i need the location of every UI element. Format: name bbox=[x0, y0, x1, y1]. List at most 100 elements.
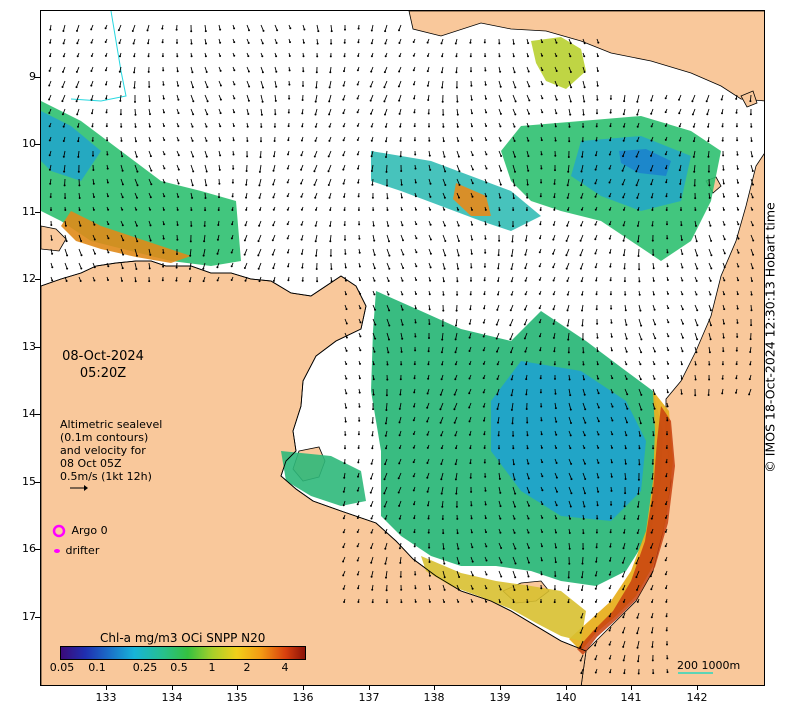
lon-tick bbox=[566, 686, 567, 690]
velocity-arrow-head bbox=[413, 97, 416, 100]
velocity-arrow-head bbox=[721, 125, 724, 128]
velocity-arrow bbox=[328, 178, 332, 186]
velocity-arrow-head bbox=[514, 576, 517, 579]
velocity-arrow bbox=[441, 486, 444, 494]
velocity-arrow-head bbox=[582, 125, 585, 128]
velocity-arrow-head bbox=[468, 433, 471, 436]
velocity-arrow-head bbox=[469, 55, 472, 58]
velocity-arrow-head bbox=[635, 576, 638, 579]
velocity-arrow-head bbox=[666, 643, 668, 646]
velocity-arrow-head bbox=[133, 86, 136, 89]
velocity-arrow bbox=[385, 402, 388, 411]
velocity-arrow-head bbox=[497, 421, 499, 424]
velocity-arrow-head bbox=[456, 125, 459, 128]
velocity-arrow-head bbox=[62, 155, 65, 158]
velocity-arrow-head bbox=[509, 324, 512, 327]
velocity-arrow-head bbox=[61, 113, 64, 116]
velocity-arrow-head bbox=[343, 601, 346, 603]
velocity-arrow-head bbox=[525, 209, 528, 211]
velocity-arrow-head bbox=[566, 184, 569, 187]
velocity-arrow-head bbox=[541, 97, 544, 100]
velocity-arrow-head bbox=[485, 111, 488, 114]
velocity-arrow-head bbox=[695, 351, 698, 354]
velocity-arrow-head bbox=[105, 97, 108, 100]
velocity-arrow-head bbox=[232, 153, 235, 156]
map-canvas[interactable] bbox=[41, 11, 765, 686]
velocity-arrow-head bbox=[471, 600, 474, 603]
velocity-arrow-head bbox=[510, 394, 513, 397]
velocity-arrow-head bbox=[356, 83, 359, 86]
map-frame[interactable] bbox=[40, 10, 765, 686]
velocity-arrow-head bbox=[609, 517, 612, 520]
velocity-arrow-head bbox=[666, 251, 669, 254]
velocity-arrow-head bbox=[596, 70, 599, 72]
velocity-arrow-head bbox=[217, 209, 220, 211]
velocity-arrow-head bbox=[357, 601, 360, 603]
velocity-arrow-head bbox=[243, 239, 246, 242]
velocity-arrow-head bbox=[569, 71, 572, 73]
velocity-arrow-head bbox=[358, 377, 361, 380]
velocity-arrow bbox=[750, 248, 754, 255]
velocity-arrow-head bbox=[439, 408, 442, 411]
velocity-arrow-head bbox=[342, 182, 345, 185]
velocity-arrow-head bbox=[371, 196, 374, 199]
velocity-arrow-head bbox=[107, 195, 109, 198]
velocity-arrow-head bbox=[608, 153, 611, 156]
velocity-arrow-head bbox=[385, 409, 388, 411]
velocity-arrow-head bbox=[497, 293, 499, 296]
velocity-arrow-head bbox=[471, 238, 474, 241]
lon-tick bbox=[237, 686, 238, 690]
velocity-arrow bbox=[581, 570, 584, 578]
lon-tick bbox=[172, 686, 173, 690]
velocity-arrow-head bbox=[666, 223, 668, 226]
velocity-arrow-head bbox=[568, 378, 571, 381]
velocity-arrow-head bbox=[666, 657, 669, 660]
velocity-arrow-head bbox=[583, 434, 586, 437]
velocity-arrow-head bbox=[626, 421, 628, 424]
velocity-arrow-head bbox=[92, 154, 94, 157]
velocity-arrow-head bbox=[288, 55, 291, 57]
velocity-arrow-head bbox=[441, 100, 444, 103]
velocity-arrow-head bbox=[190, 55, 193, 58]
velocity-arrow-head bbox=[357, 27, 360, 30]
velocity-arrow-head bbox=[581, 562, 584, 565]
sealevel-line: (0.1m contours) bbox=[60, 431, 149, 444]
velocity-arrow-head bbox=[427, 377, 430, 380]
velocity-arrow-head bbox=[427, 112, 430, 115]
velocity-arrow-head bbox=[440, 478, 443, 481]
velocity-arrow-head bbox=[623, 505, 626, 508]
velocity-arrow-head bbox=[219, 41, 222, 44]
velocity-arrow-head bbox=[636, 588, 638, 591]
velocity-arrow-head bbox=[624, 309, 627, 312]
velocity-arrow-head bbox=[231, 223, 234, 226]
velocity-arrow-head bbox=[482, 321, 485, 324]
velocity-arrow-head bbox=[345, 322, 348, 325]
velocity-arrow-head bbox=[680, 377, 683, 380]
velocity-arrow-head bbox=[161, 41, 164, 44]
velocity-arrow-head bbox=[499, 517, 502, 520]
velocity-arrow-head bbox=[636, 224, 639, 227]
velocity-arrow-head bbox=[555, 41, 558, 44]
velocity-arrow-head bbox=[485, 195, 488, 198]
velocity-arrow-head bbox=[721, 377, 724, 380]
velocity-arrow-head bbox=[621, 169, 624, 172]
velocity-arrow-head bbox=[384, 113, 386, 116]
velocity-arrow-head bbox=[471, 223, 474, 226]
velocity-arrow-head bbox=[343, 55, 346, 58]
velocity-arrow-head bbox=[554, 561, 557, 564]
velocity-arrow-head bbox=[342, 139, 345, 142]
velocity-arrow-head bbox=[219, 139, 222, 142]
velocity-arrow-head bbox=[206, 113, 209, 116]
velocity-arrow-head bbox=[708, 196, 711, 199]
velocity-arrow-head bbox=[513, 589, 516, 591]
velocity-arrow-head bbox=[621, 561, 624, 564]
velocity-arrow-head bbox=[147, 55, 150, 58]
velocity-arrow-head bbox=[484, 237, 487, 240]
velocity-arrow-head bbox=[497, 267, 500, 270]
velocity-arrow-head bbox=[104, 27, 107, 30]
velocity-arrow-head bbox=[709, 338, 712, 341]
velocity-arrow-head bbox=[454, 463, 457, 466]
velocity-arrow-head bbox=[609, 293, 612, 296]
velocity-arrow-head bbox=[650, 112, 653, 115]
velocity-arrow-head bbox=[455, 447, 457, 450]
